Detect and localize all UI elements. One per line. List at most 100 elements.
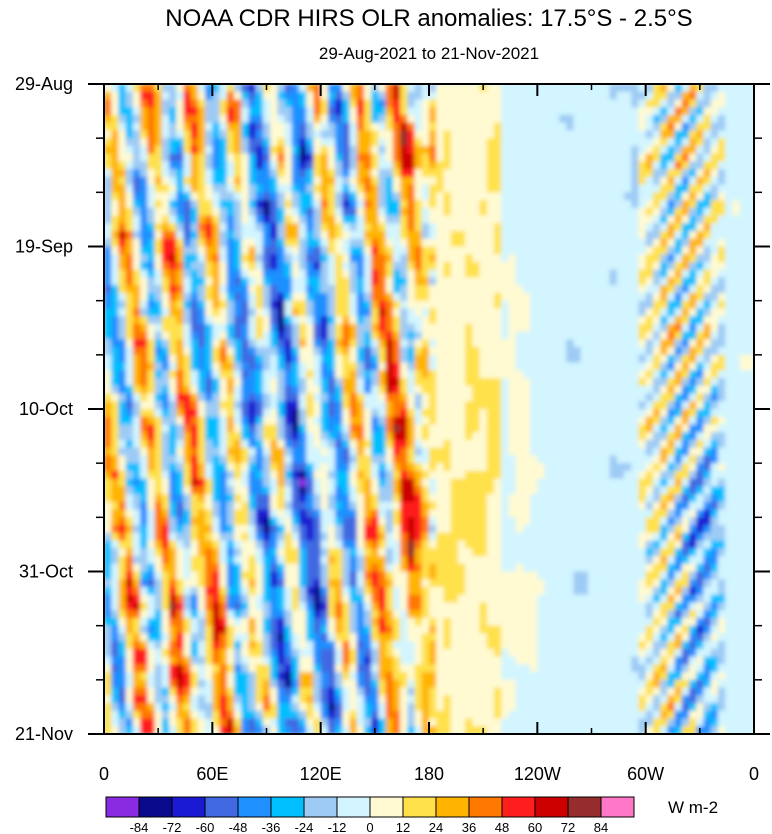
heatmap-cell xyxy=(717,184,726,193)
heatmap-cell xyxy=(667,99,676,108)
heatmap-cell xyxy=(429,145,437,155)
heatmap-cell xyxy=(313,393,322,402)
heatmap-cell xyxy=(544,378,553,387)
heatmap-cell xyxy=(364,347,372,356)
heatmap-cell xyxy=(241,184,250,193)
heatmap-cell xyxy=(349,261,358,271)
heatmap-cell xyxy=(609,432,618,441)
heatmap-cell xyxy=(681,207,690,217)
heatmap-cell xyxy=(674,362,683,371)
heatmap-cell xyxy=(530,285,538,294)
heatmap-cell xyxy=(407,424,416,433)
heatmap-cell xyxy=(241,385,250,395)
heatmap-cell xyxy=(364,277,372,286)
heatmap-cell xyxy=(551,300,560,310)
heatmap-cell xyxy=(559,354,567,364)
heatmap-cell xyxy=(378,455,387,464)
heatmap-cell xyxy=(226,354,235,364)
heatmap-cell xyxy=(522,192,531,201)
heatmap-cell xyxy=(566,378,575,387)
heatmap-cell xyxy=(472,200,481,209)
heatmap-cell xyxy=(169,153,177,162)
heatmap-cell xyxy=(392,478,401,487)
heatmap-cell xyxy=(385,285,394,294)
heatmap-cell xyxy=(559,362,567,371)
heatmap-cell xyxy=(443,238,452,248)
heatmap-cell xyxy=(494,409,502,418)
heatmap-cell xyxy=(450,416,459,426)
heatmap-cell xyxy=(450,331,459,340)
heatmap-cell xyxy=(270,316,278,325)
heatmap-cell xyxy=(472,269,481,279)
heatmap-cell xyxy=(385,261,394,271)
heatmap-cell xyxy=(349,316,358,325)
heatmap-cell xyxy=(624,153,632,162)
heatmap-cell xyxy=(501,354,510,364)
heatmap-cell xyxy=(739,161,748,170)
heatmap-cell xyxy=(652,300,661,310)
heatmap-cell xyxy=(472,231,481,240)
heatmap-cell xyxy=(248,378,257,387)
heatmap-cell xyxy=(746,238,754,248)
heatmap-cell xyxy=(616,432,625,441)
heatmap-cell xyxy=(421,254,430,263)
heatmap-cell xyxy=(609,316,618,325)
heatmap-cell xyxy=(494,494,502,503)
heatmap-cell xyxy=(183,300,192,310)
heatmap-cell xyxy=(522,122,531,132)
heatmap-cell xyxy=(472,323,481,333)
heatmap-cell xyxy=(479,292,488,302)
heatmap-cell xyxy=(140,285,148,294)
heatmap-cell xyxy=(710,114,719,124)
heatmap-cell xyxy=(226,84,235,93)
heatmap-cell xyxy=(587,409,596,418)
heatmap-cell xyxy=(624,231,632,240)
heatmap-cell xyxy=(479,385,488,395)
heatmap-cell xyxy=(414,323,423,333)
heatmap-cell xyxy=(494,176,502,186)
heatmap-cell xyxy=(262,401,271,410)
heatmap-cell xyxy=(190,84,199,93)
heatmap-cell xyxy=(551,432,560,441)
heatmap-cell xyxy=(248,91,257,101)
heatmap-cell xyxy=(356,339,365,348)
heatmap-cell xyxy=(609,370,618,379)
heatmap-cell xyxy=(291,316,300,325)
heatmap-cell xyxy=(104,130,112,139)
heatmap-cell xyxy=(226,207,235,217)
heatmap-cell xyxy=(602,424,611,433)
heatmap-cell xyxy=(717,153,726,162)
heatmap-cell xyxy=(154,409,163,418)
heatmap-cell xyxy=(306,169,315,178)
heatmap-cell xyxy=(537,91,546,101)
heatmap-cell xyxy=(104,331,112,340)
heatmap-cell xyxy=(515,169,524,178)
heatmap-cell xyxy=(407,416,416,426)
heatmap-cell xyxy=(320,254,329,263)
heatmap-cell xyxy=(544,339,553,348)
heatmap-cell xyxy=(522,84,531,93)
heatmap-cell xyxy=(645,424,654,433)
heatmap-cell xyxy=(486,184,495,193)
heatmap-cell xyxy=(378,161,387,170)
heatmap-cell xyxy=(248,176,257,186)
heatmap-cell xyxy=(494,122,502,132)
heatmap-cell xyxy=(544,285,553,294)
heatmap-cell xyxy=(277,122,286,132)
heatmap-cell xyxy=(140,254,148,263)
heatmap-cell xyxy=(645,323,654,333)
heatmap-cell xyxy=(566,261,575,271)
heatmap-cell xyxy=(111,200,120,209)
heatmap-cell xyxy=(631,354,640,364)
heatmap-cell xyxy=(190,370,199,379)
heatmap-cell xyxy=(255,200,264,209)
heatmap-cell xyxy=(407,339,416,348)
heatmap-cell xyxy=(725,323,733,333)
heatmap-cell xyxy=(530,339,538,348)
heatmap-cell xyxy=(248,261,257,271)
heatmap-cell xyxy=(205,378,213,387)
heatmap-cell xyxy=(313,416,322,426)
heatmap-cell xyxy=(472,169,481,178)
heatmap-cell xyxy=(551,494,560,503)
heatmap-cell xyxy=(104,509,112,518)
